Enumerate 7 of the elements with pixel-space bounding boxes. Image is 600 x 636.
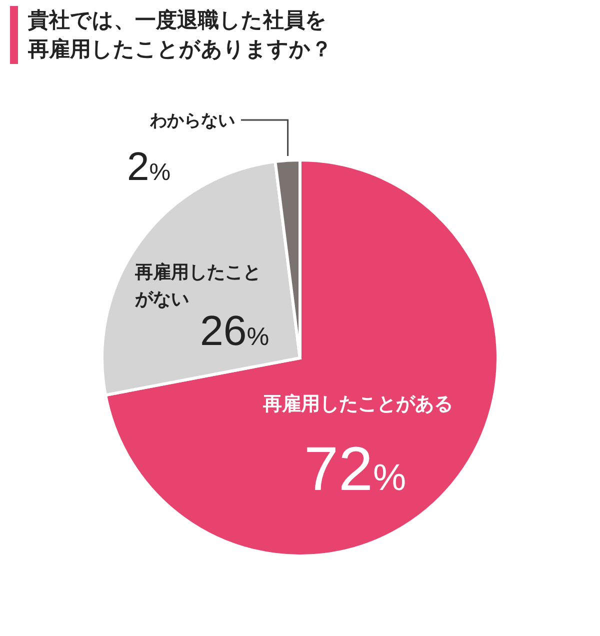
slice-label: 再雇用したことがない bbox=[134, 262, 261, 310]
slice-label: 再雇用したことがある bbox=[262, 393, 453, 415]
chart-title: 貴社では、一度退職した社員を再雇用したことがありますか？ bbox=[10, 6, 343, 64]
slice-label: わからない bbox=[149, 111, 235, 131]
data-label: 26% bbox=[200, 307, 270, 354]
data-label: 72% bbox=[304, 435, 406, 504]
data-label: 2% bbox=[127, 145, 171, 189]
